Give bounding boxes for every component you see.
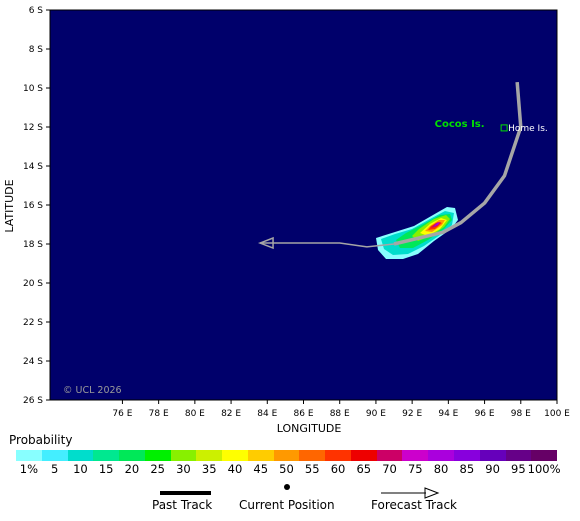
forecast-track-key-arrowhead <box>424 487 440 499</box>
y-tick-label: 8 S <box>29 45 44 55</box>
colorbar-label: 20 <box>124 462 140 476</box>
copyright-text: © UCL 2026 <box>63 385 122 396</box>
colorbar-label: 50 <box>279 462 294 476</box>
x-tick-label: 98 E <box>511 409 531 419</box>
colorbar-label: 70 <box>382 462 397 476</box>
place-label-cocos-is: Cocos Is. <box>435 119 485 130</box>
x-tick-label: 96 E <box>475 409 495 419</box>
x-tick-label: 90 E <box>366 409 386 419</box>
plot-area: Cocos Is. Home Is. © UCL 2026 <box>50 10 557 400</box>
past-track-label: Past Track <box>152 498 213 512</box>
y-tick-label: 12 S <box>23 123 43 133</box>
y-tick-label: 6 S <box>29 6 44 16</box>
current-position-label: Current Position <box>239 498 335 512</box>
colorbar-label: 95 <box>511 462 526 476</box>
colorbar-swatch <box>531 450 558 461</box>
colorbar-swatch <box>299 450 326 461</box>
colorbar-swatch <box>479 450 506 461</box>
colorbar-swatch <box>247 450 274 461</box>
map-axes: 76 E 78 E 80 E 82 E 84 E 86 E 88 E 90 E 92 E 94 E… <box>23 6 570 419</box>
colorbar-label: 25 <box>150 462 166 476</box>
colorbar-label: 30 <box>176 462 191 476</box>
colorbar-label: 15 <box>98 462 114 476</box>
colorbar-label: 100% <box>527 462 561 476</box>
x-axis-title: LONGITUDE <box>277 422 342 435</box>
y-tick-label: 18 S <box>23 240 43 250</box>
y-tick-label: 22 S <box>23 318 43 328</box>
x-tick-label: 82 E <box>221 409 241 419</box>
colorbar-swatch <box>222 450 248 461</box>
y-tick-label: 24 S <box>23 357 43 367</box>
island-marker-icon <box>500 124 508 132</box>
colorbar-label: 45 <box>253 462 269 476</box>
colorbar-label: 40 <box>227 462 243 476</box>
colorbar-swatch <box>67 450 94 461</box>
colorbar-swatch <box>16 450 42 461</box>
colorbar-swatch <box>93 450 120 461</box>
colorbar-swatch <box>505 450 532 461</box>
y-tick-label: 20 S <box>23 279 43 289</box>
probability-colorbar-labels: 1% 5 10 15 20 25 30 35 40 45 50 55 60 65 70 75 80 85 90 95 1… <box>0 462 580 476</box>
colorbar-swatch <box>454 450 480 461</box>
colorbar-label: 35 <box>201 462 217 476</box>
forecast-track-label: Forecast Track <box>371 498 457 512</box>
current-position-key-dot <box>284 484 290 490</box>
y-tick-label: 16 S <box>23 201 43 211</box>
forecast-track-arrowhead <box>257 236 274 250</box>
y-tick-label: 14 S <box>23 162 43 172</box>
past-track-line <box>393 82 523 246</box>
colorbar-label: 55 <box>304 462 320 476</box>
colorbar-swatch <box>119 450 145 461</box>
colorbar-label: 60 <box>330 462 346 476</box>
colorbar-label: 10 <box>73 462 88 476</box>
colorbar-swatch <box>273 450 300 461</box>
legend-title: Probability <box>9 433 73 447</box>
x-tick-label: 78 E <box>149 409 169 419</box>
colorbar-swatch <box>428 450 455 461</box>
colorbar-swatch <box>196 450 223 461</box>
swath-band-8 <box>433 222 440 227</box>
x-tick-label: 86 E <box>294 409 314 419</box>
colorbar-swatch <box>402 450 429 461</box>
colorbar-label: 80 <box>433 462 449 476</box>
colorbar-swatch <box>144 450 171 461</box>
x-tick-label: 84 E <box>257 409 277 419</box>
probability-colorbar <box>16 450 558 461</box>
x-tick-label: 92 E <box>402 409 422 419</box>
colorbar-label: 5 <box>50 462 59 476</box>
colorbar-label: 75 <box>407 462 423 476</box>
colorbar-swatch <box>170 450 197 461</box>
colorbar-label: 65 <box>356 462 372 476</box>
colorbar-swatch <box>41 450 68 461</box>
colorbar-label: 1% <box>19 462 38 476</box>
x-tick-label: 88 E <box>330 409 350 419</box>
ocean-background <box>50 10 557 400</box>
forecast-track-line <box>260 242 395 248</box>
x-tick-label: 94 E <box>438 409 458 419</box>
y-tick-label: 10 S <box>23 84 43 94</box>
colorbar-swatch <box>350 450 377 461</box>
colorbar-label: 85 <box>459 462 475 476</box>
y-axis-title: LATITUDE <box>3 179 16 232</box>
x-tick-label: 100 E <box>544 409 570 419</box>
place-label-home-is: Home Is. <box>508 124 548 134</box>
track-key <box>160 484 440 499</box>
colorbar-label: 90 <box>485 462 500 476</box>
colorbar-swatch <box>325 450 351 461</box>
y-tick-label: 26 S <box>23 396 43 406</box>
colorbar-swatch <box>376 450 403 461</box>
x-tick-label: 76 E <box>112 409 132 419</box>
x-tick-label: 80 E <box>185 409 205 419</box>
